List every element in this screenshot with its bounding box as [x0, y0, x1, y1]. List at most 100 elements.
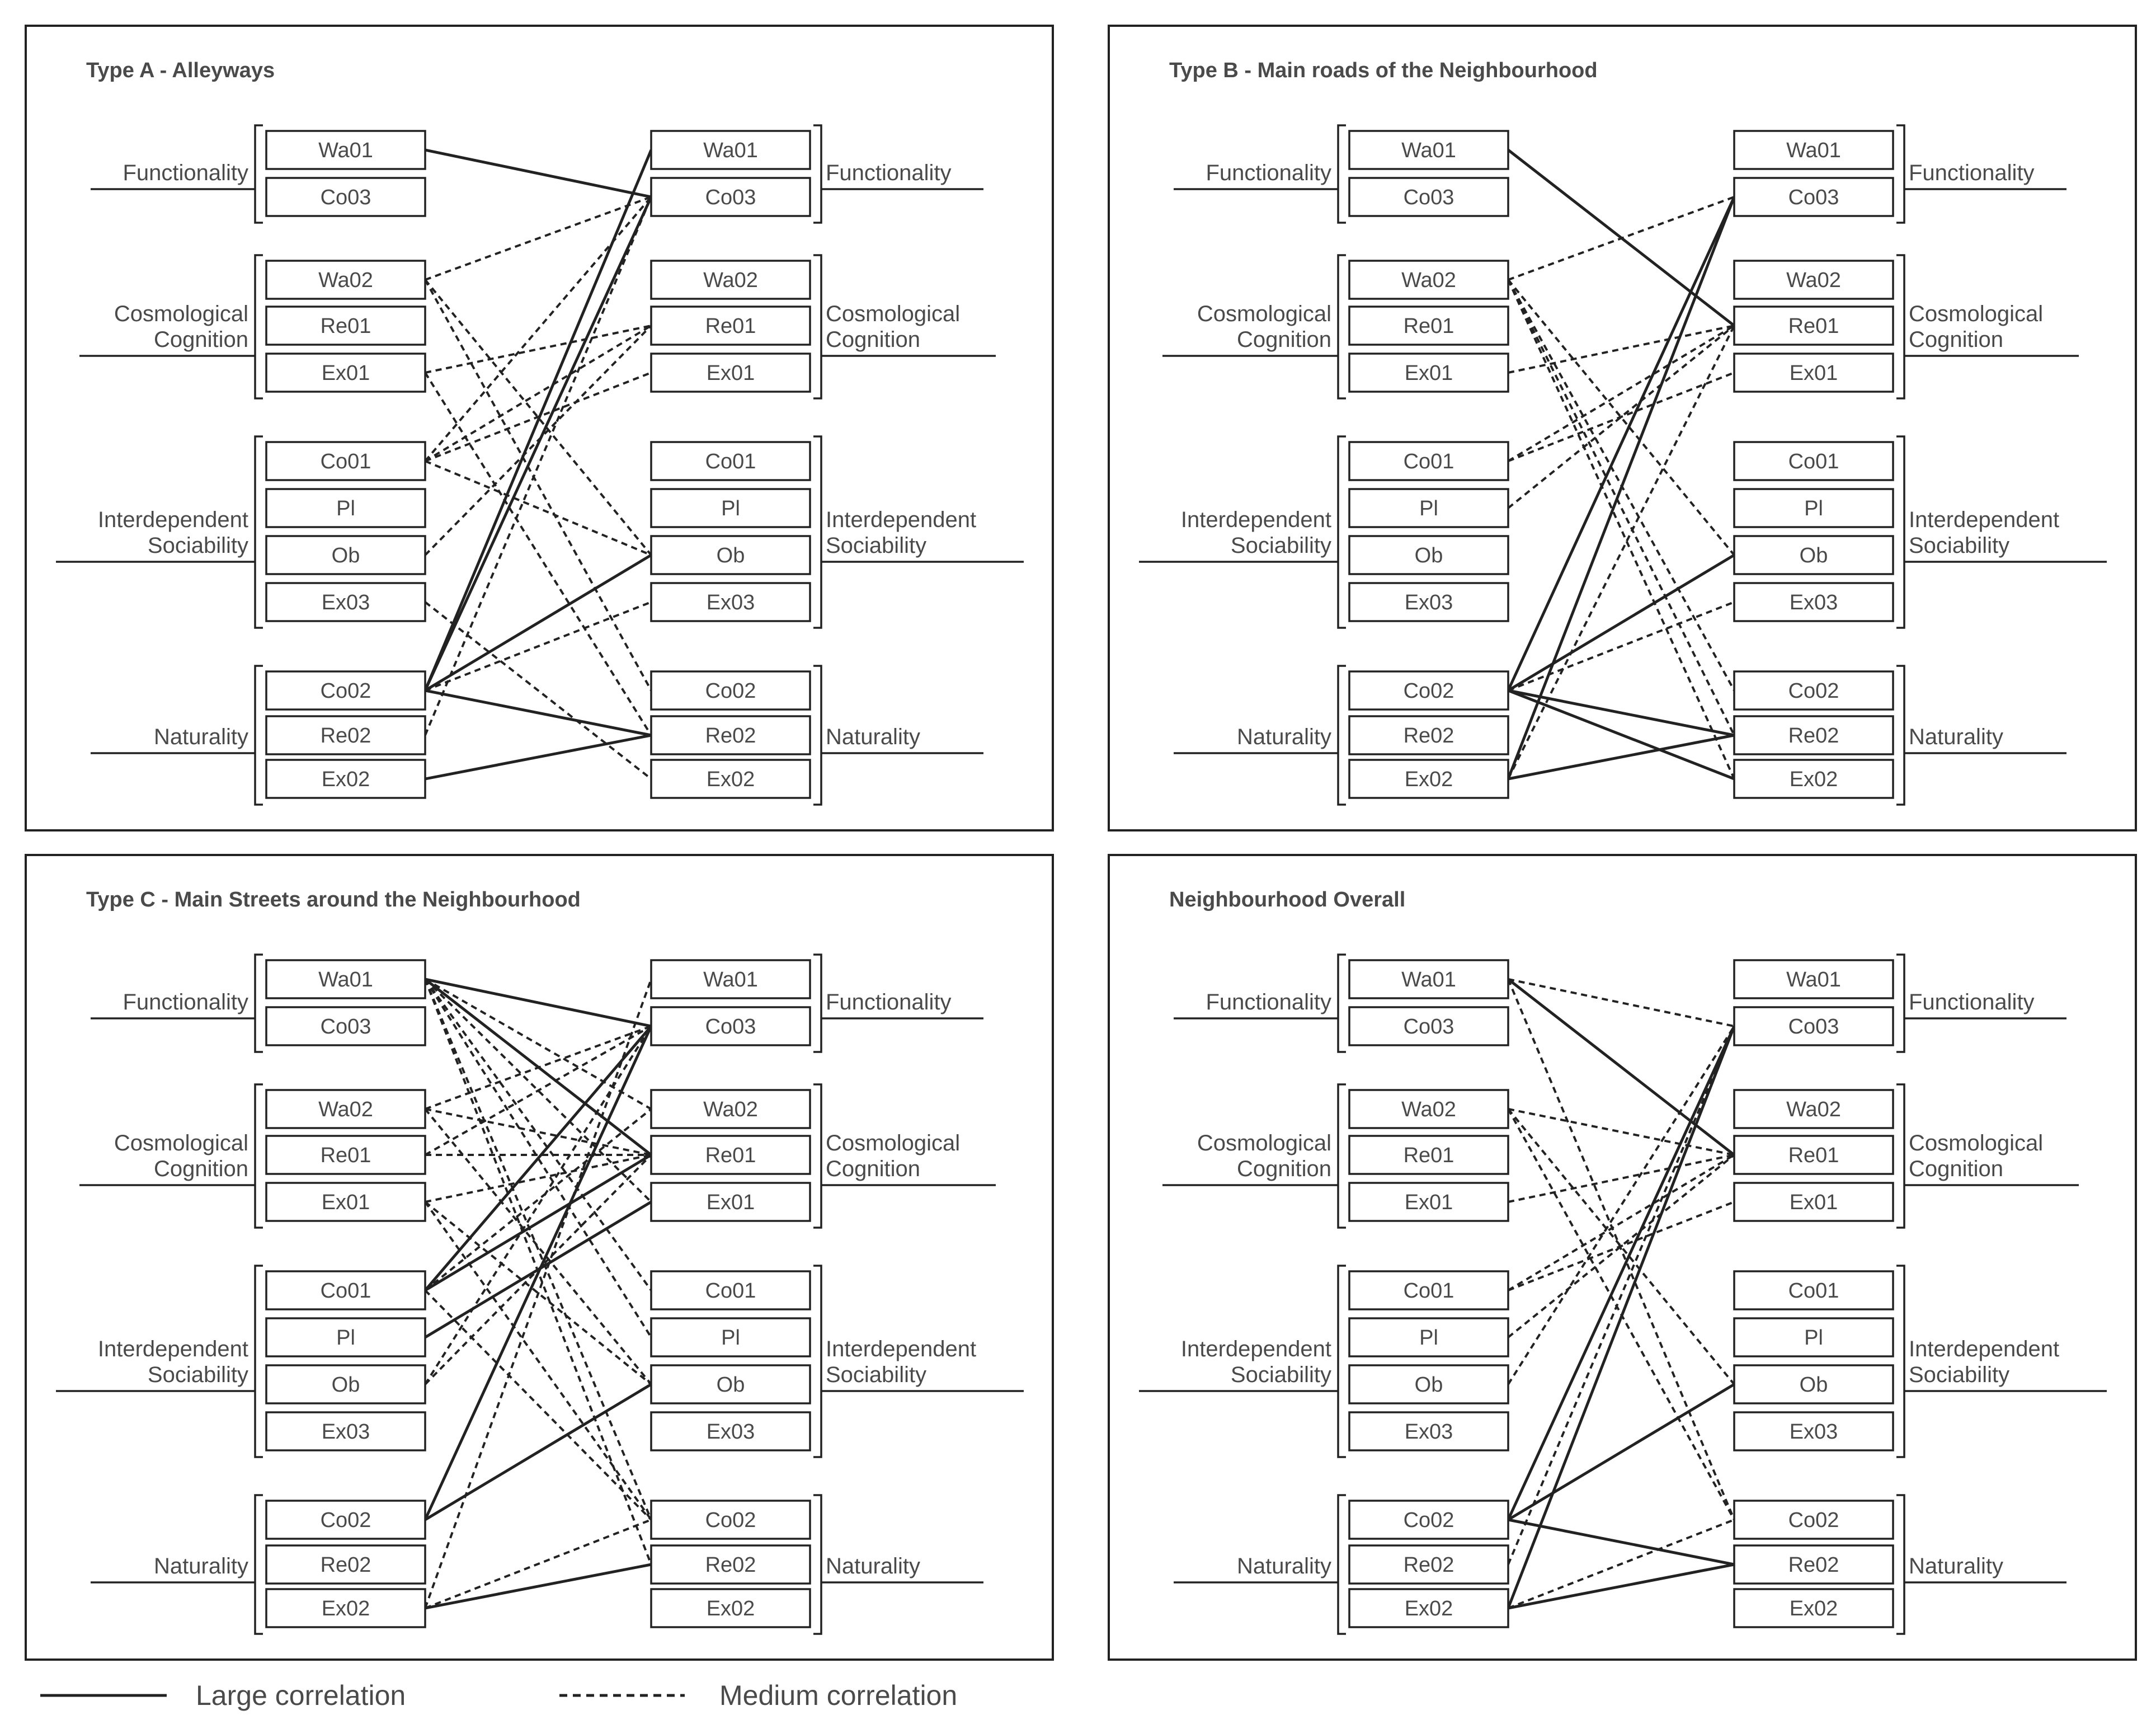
node-label: Wa02	[1786, 269, 1841, 292]
left-bracket-nat	[254, 665, 263, 806]
right-group-label-nat: Naturality	[1909, 725, 2003, 749]
right-node-Ex03: Ex03	[1733, 1411, 1894, 1451]
node-box	[1348, 353, 1509, 393]
node-box	[1733, 1317, 1894, 1357]
left-group-label-func: Functionality	[1206, 990, 1331, 1014]
right-node-Ex01: Ex01	[1733, 353, 1894, 393]
right-node-Ex02: Ex02	[650, 759, 811, 799]
node-box	[650, 1588, 811, 1628]
node-label: Co03	[1404, 1015, 1454, 1039]
edge-Co01-Wa02-medium	[424, 1108, 652, 1291]
right-node-Re02: Re02	[650, 715, 811, 755]
node-box	[1348, 959, 1509, 999]
node-label: Ob	[717, 1373, 745, 1397]
right-node-Re02: Re02	[650, 1544, 811, 1585]
edge-Wa01-Co02-medium	[1507, 979, 1735, 1520]
node-label: Wa01	[703, 968, 758, 992]
node-box	[265, 1588, 426, 1628]
node-label: Ob	[332, 544, 360, 567]
left-node-Ex02: Ex02	[265, 759, 426, 799]
node-box	[1348, 1364, 1509, 1404]
left-node-Ex03: Ex03	[1348, 1411, 1509, 1451]
edge-Wa01-Co02-medium	[424, 979, 652, 1520]
panel-frame	[25, 25, 1054, 831]
left-group-label-inter: Interdependent	[1181, 508, 1331, 532]
edge-Ex01-Re01-medium	[425, 325, 652, 374]
right-node-Pl: Pl	[1733, 1317, 1894, 1357]
panel-overall: Neighbourhood Overall Functionality Functi…	[1108, 854, 2137, 1661]
edge-Co02-Ex03-medium	[1508, 601, 1735, 692]
left-node-Ob: Ob	[1348, 535, 1509, 575]
node-label: Re02	[705, 1553, 756, 1577]
node-box	[265, 715, 426, 755]
node-label: Re01	[321, 1144, 371, 1167]
node-label: Co03	[705, 1015, 756, 1039]
node-label: Ex03	[1790, 1420, 1838, 1444]
right-bracket-inter	[813, 435, 822, 629]
right-group-label-cosmo: Cosmological	[1909, 302, 2043, 326]
left-bracket-inter	[1337, 435, 1346, 629]
node-box	[650, 260, 811, 300]
right-node-Ex01: Ex01	[650, 353, 811, 393]
left-group-label-cosmo: Cognition	[154, 327, 248, 352]
node-label: Ex03	[707, 1420, 755, 1444]
edge-Co01-Ex01-medium	[1508, 372, 1735, 462]
node-box	[650, 1411, 811, 1451]
left-node-Pl: Pl	[265, 1317, 426, 1357]
right-node-Ob: Ob	[1733, 535, 1894, 575]
right-node-Pl: Pl	[650, 488, 811, 528]
right-group-label-inter: Interdependent	[826, 1337, 976, 1361]
node-label: Ex02	[1790, 1597, 1838, 1620]
node-box	[1733, 715, 1894, 755]
node-label: Re01	[1404, 1144, 1454, 1167]
edge-Co02-Re02-large	[425, 689, 652, 737]
node-label: Ex01	[707, 361, 755, 385]
node-box	[650, 1364, 811, 1404]
left-group-label-cosmo: Cosmological	[1197, 1131, 1331, 1155]
node-box	[650, 1317, 811, 1357]
node-box	[265, 1317, 426, 1357]
node-box	[650, 1182, 811, 1222]
right-node-Re01: Re01	[650, 306, 811, 346]
node-label: Ob	[1800, 1373, 1828, 1397]
node-label: Pl	[336, 497, 355, 520]
legend: Large correlation Medium correlation	[40, 1680, 957, 1711]
left-bracket-nat	[1337, 665, 1346, 806]
node-box	[650, 1544, 811, 1585]
node-box	[650, 1006, 811, 1046]
left-group-label-nat: Naturality	[154, 725, 248, 749]
node-box	[1733, 1135, 1894, 1175]
right-bracket-nat	[813, 1494, 822, 1635]
node-box	[1348, 670, 1509, 711]
node-label: Wa02	[1786, 1098, 1841, 1121]
node-box	[650, 1270, 811, 1310]
right-node-Wa02: Wa02	[650, 260, 811, 300]
panel-type-a: Type A - Alleyways Functionality Functiona…	[25, 25, 1054, 831]
left-bracket-func	[254, 953, 263, 1053]
node-label: Co01	[1404, 1279, 1454, 1303]
node-box	[650, 759, 811, 799]
node-box	[650, 306, 811, 346]
right-bracket-cosmo	[1896, 254, 1905, 400]
left-node-Wa02: Wa02	[1348, 1089, 1509, 1129]
right-node-Wa01: Wa01	[1733, 130, 1894, 170]
right-group-label-inter: Sociability	[1909, 533, 2009, 558]
right-group-label-inter: Sociability	[826, 533, 926, 558]
node-box	[1733, 959, 1894, 999]
node-label: Wa02	[318, 1098, 373, 1121]
edge-Co01-Re01-medium	[424, 325, 652, 462]
left-bracket-func	[1337, 953, 1346, 1053]
node-label: Co01	[1404, 450, 1454, 473]
node-box	[1348, 1500, 1509, 1540]
node-box	[1348, 1089, 1509, 1129]
edge-Wa01-Co01-medium	[424, 978, 652, 1291]
left-node-Co01: Co01	[1348, 1270, 1509, 1310]
node-box	[650, 582, 811, 622]
edge-Co01-Ob-medium	[425, 460, 652, 556]
node-label: Wa02	[703, 269, 758, 292]
right-bracket-func	[813, 124, 822, 224]
right-group-label-cosmo: Cognition	[826, 327, 920, 352]
node-box	[1733, 670, 1894, 711]
node-label: Co02	[1404, 679, 1454, 703]
